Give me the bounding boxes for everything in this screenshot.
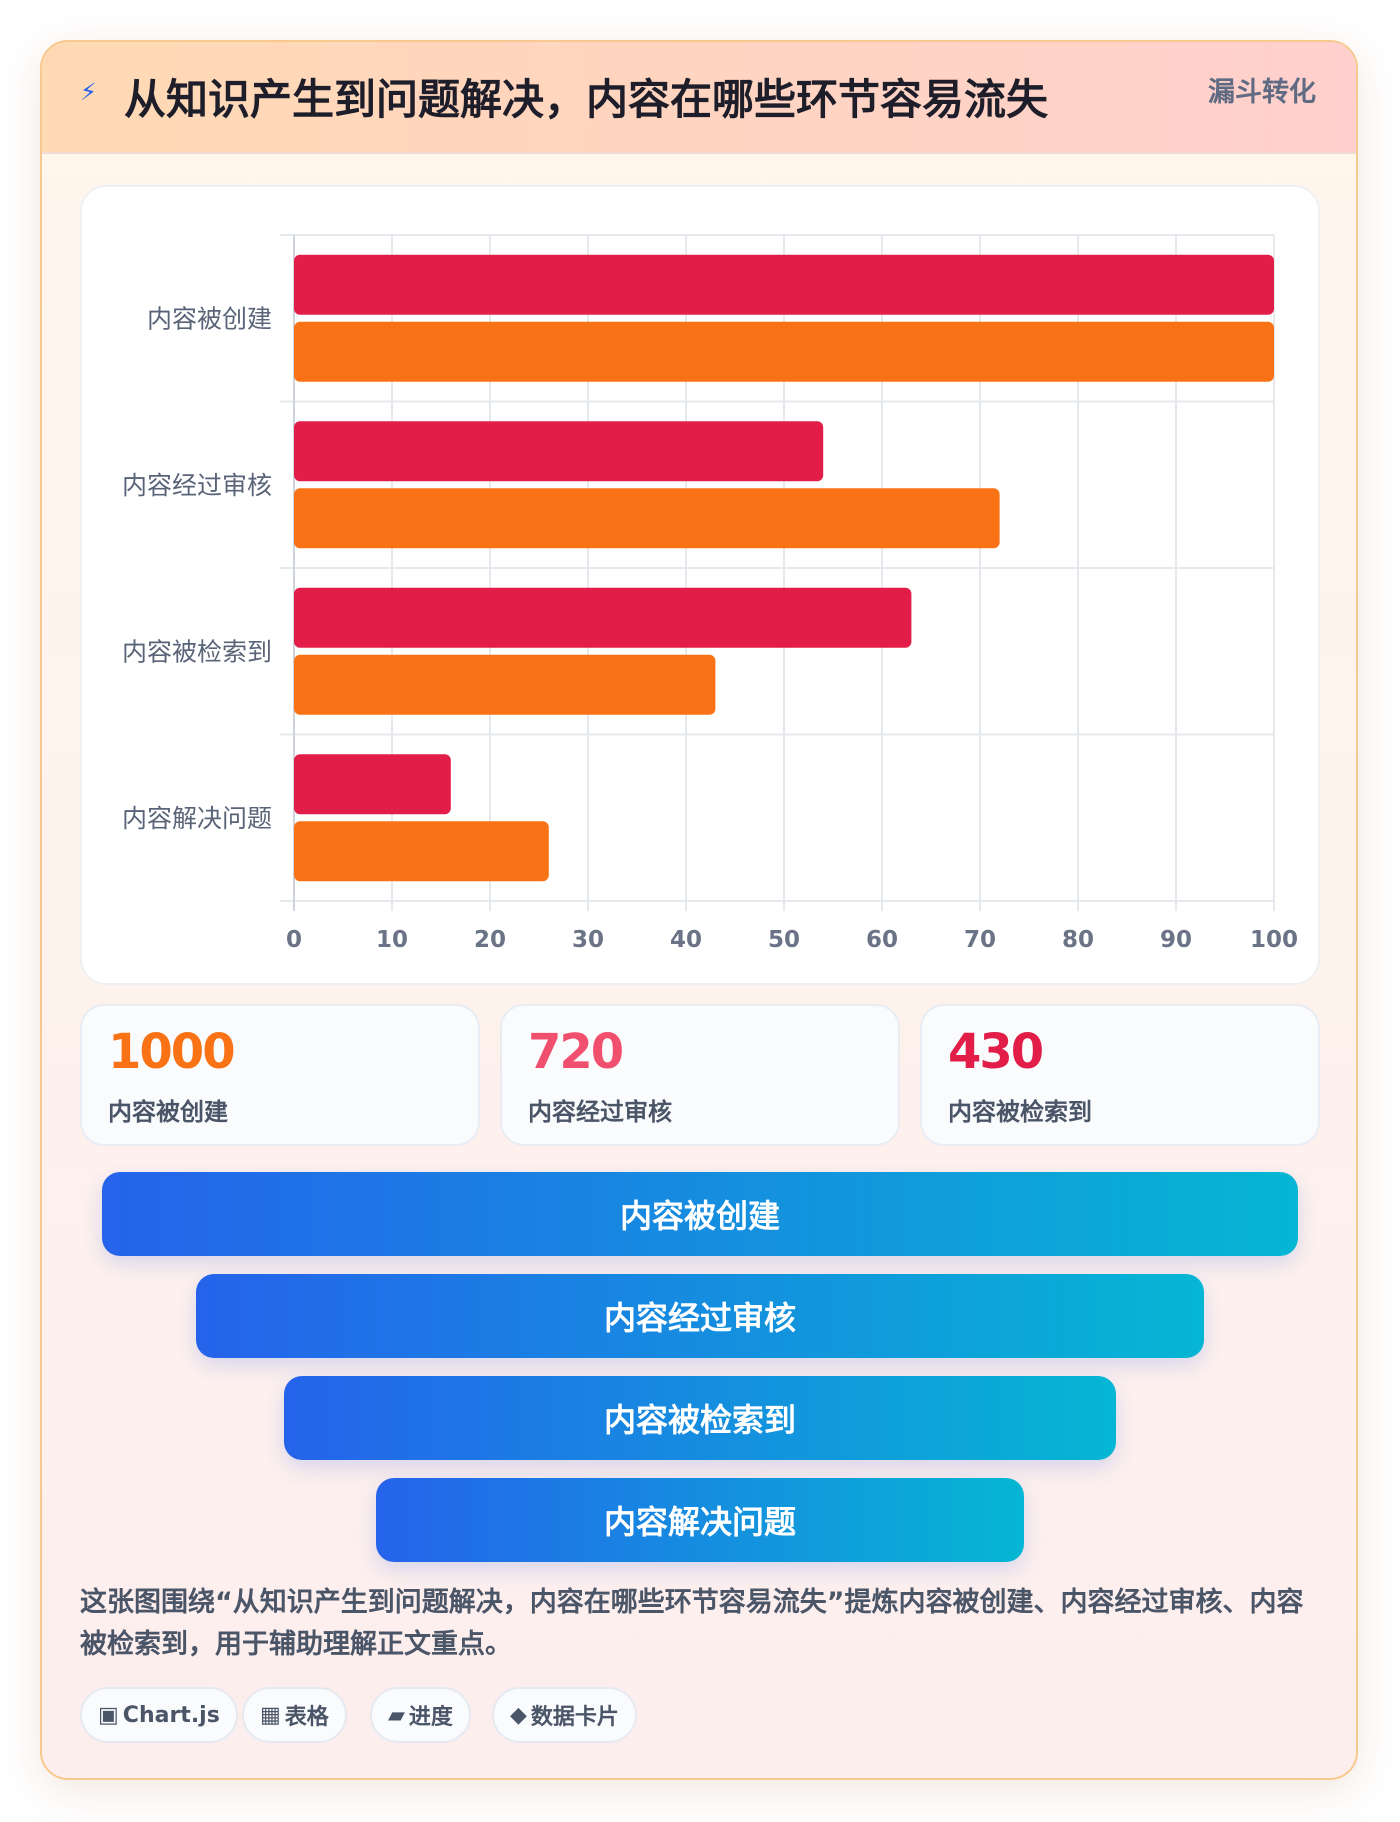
x-tick-label: 0 [286,927,302,953]
tag-label: 进度 [408,1705,453,1730]
y-category-label: 内容解决问题 [122,804,272,833]
stat-label: 内容被创建 [108,1098,228,1126]
stat-card-reviewed: 720 内容经过审核 [500,1004,900,1146]
funnel-stage-solved: 内容解决问题 [376,1478,1024,1562]
bar-series-1 [294,587,912,648]
bar-series-2 [294,654,716,715]
x-tick-label: 90 [1160,927,1192,953]
stat-value: 1000 [108,1024,236,1080]
x-tick-label: 100 [1250,927,1298,953]
funnel-card: ⚡ 从知识产生到问题解决，内容在哪些环节容易流失 漏斗转化 0 10 20 30 40 5… [40,40,1358,1780]
card-header: ⚡ 从知识产生到问题解决，内容在哪些环节容易流失 漏斗转化 [42,42,1356,154]
funnel-stage-reviewed: 内容经过审核 [196,1274,1204,1358]
diamond-icon: ◆ [510,1702,527,1728]
lightning-bolt-icon: ⚡ [80,78,97,106]
table-icon: ▦ [260,1702,281,1728]
x-tick-label: 60 [866,927,898,953]
tag-label: Chart.js [122,1702,220,1728]
tag-progress[interactable]: ▰ 进度 [370,1687,471,1743]
x-tick-label: 40 [670,927,702,953]
funnel-stage-created: 内容被创建 [102,1172,1298,1256]
funnel-stage-retrieved: 内容被检索到 [284,1376,1116,1460]
x-tick-label: 80 [1062,927,1094,953]
stat-value: 720 [528,1024,624,1080]
stat-value: 430 [948,1024,1044,1080]
chart-panel: 0 10 20 30 40 50 60 70 80 90 100 内容被创建内容经过审核 内容被检索到内… [80,185,1320,985]
x-tick-label: 50 [768,927,800,953]
bar-chart: 0 10 20 30 40 50 60 70 80 90 100 内容被创建内容经过审核内容被检索到内… [122,234,1298,953]
bar-series-1 [294,421,824,482]
tag-table[interactable]: ▦ 表格 [242,1687,347,1743]
x-tick-label: 70 [964,927,996,953]
y-category-label: 内容被检索到 [122,637,272,666]
card-title: 从知识产生到问题解决，内容在哪些环节容易流失 [124,75,1049,124]
bar-series-2 [294,821,549,882]
bar-series-1 [294,254,1274,315]
chart-icon: ▣ [98,1702,119,1728]
chart-description: 这张图围绕“从知识产生到问题解决，内容在哪些环节容易流失”提炼内容被创建、内容经… [80,1587,1304,1660]
x-tick-label: 10 [376,927,408,953]
stat-label: 内容被检索到 [948,1098,1092,1126]
tag-label: 数据卡片 [530,1705,619,1730]
y-category-label: 内容经过审核 [122,471,272,500]
stat-card-created: 1000 内容被创建 [80,1004,480,1146]
y-category-label: 内容被创建 [147,304,272,333]
tag-label: 表格 [284,1705,329,1730]
stat-label: 内容经过审核 [528,1098,672,1126]
stat-card-retrieved: 430 内容被检索到 [920,1004,1320,1146]
tag-chartjs[interactable]: ▣ Chart.js [80,1687,238,1743]
tag-data-card[interactable]: ◆ 数据卡片 [492,1687,637,1743]
bar-series-1 [294,754,451,815]
progress-icon: ▰ [388,1702,405,1728]
x-tick-label: 30 [572,927,604,953]
card-type-tag: 漏斗转化 [1208,77,1316,108]
x-tick-label: 20 [474,927,506,953]
bar-series-2 [294,488,1000,549]
bar-series-2 [294,321,1274,382]
